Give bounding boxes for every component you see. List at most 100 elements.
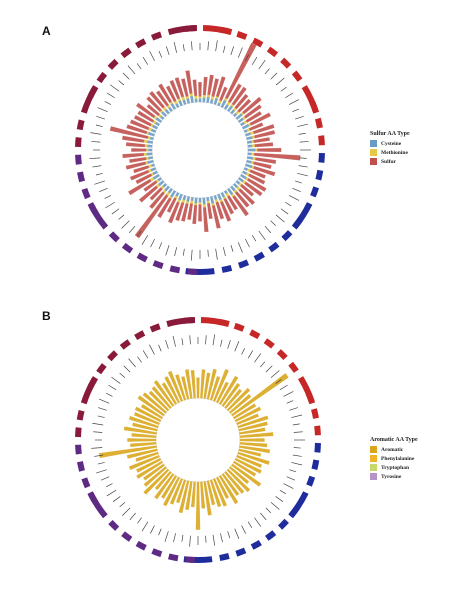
category-label-stub: [96, 115, 106, 120]
bar-sulfur: [129, 157, 147, 163]
bar-sulfur: [248, 122, 264, 131]
category-label-stub: [247, 521, 253, 529]
category-ring-segment: [87, 202, 109, 230]
bar-cysteine: [198, 197, 202, 203]
panel-b: B Aromatic AA Type Aromatic Phenylalanin…: [0, 297, 471, 594]
legend-b: Aromatic AA Type Aromatic Phenylalanine …: [370, 437, 418, 481]
category-ring-segment: [187, 268, 198, 275]
bar-cysteine: [246, 136, 253, 141]
legend-label: Cysteine: [381, 140, 402, 147]
category-ring-segment: [291, 70, 303, 82]
bar-aromatic: [229, 466, 250, 485]
bar-sulfur: [211, 78, 219, 97]
bar-aromatic: [234, 458, 262, 474]
category-label-stub: [165, 340, 169, 349]
category-label-stub: [293, 431, 303, 433]
category-ring-segment: [276, 349, 288, 360]
category-label-stub: [118, 80, 125, 86]
category-label-stub: [299, 141, 309, 143]
category-label-stub: [298, 132, 306, 135]
inner-guide-circle: [151, 101, 249, 199]
category-label-stub: [264, 68, 270, 75]
bar-aromatic: [185, 369, 193, 399]
category-label-stub: [105, 201, 115, 209]
category-label-stub: [142, 350, 149, 359]
bar-sulfur: [244, 104, 262, 119]
category-label-stub: [90, 132, 102, 135]
bar-sulfur: [234, 191, 250, 208]
category-label-stub: [275, 379, 282, 384]
bar-sulfur: [223, 197, 234, 215]
bar-sulfur: [109, 126, 149, 139]
bar-sulfur: [227, 195, 238, 211]
bar-sulfur: [232, 195, 249, 217]
bar-methionine: [255, 148, 258, 152]
legend-item-methionine: Methionine: [370, 148, 410, 157]
bar-cysteine: [190, 197, 194, 201]
category-label-stub: [260, 361, 266, 368]
bar-aromatic: [216, 381, 229, 404]
bar-sulfur: [245, 111, 262, 123]
bar-aromatic: [128, 416, 159, 429]
category-ring-segment: [121, 531, 133, 542]
bar-sulfur: [249, 112, 271, 126]
category-label-stub: [165, 46, 170, 56]
category-label-stub: [92, 422, 104, 426]
category-label-stub: [189, 335, 191, 345]
category-ring-segment: [250, 539, 262, 550]
bar-sulfur: [149, 91, 165, 109]
category-ring-segment: [311, 459, 320, 470]
legend-swatch: [370, 455, 377, 462]
bar-cysteine: [247, 152, 252, 156]
category-label-stub: [106, 92, 115, 99]
legend-label: Phenylalanine: [381, 455, 415, 462]
bar-methionine: [202, 204, 206, 208]
category-ring-segment: [314, 117, 323, 129]
category-label-stub: [137, 517, 142, 524]
category-label-stub: [173, 41, 177, 53]
legend-item-cysteine: Cysteine: [370, 139, 410, 148]
bar-aromatic: [98, 445, 157, 459]
bar-cysteine: [209, 98, 214, 104]
bar-aromatic: [231, 373, 289, 417]
category-ring-segment: [76, 410, 85, 421]
category-label-stub: [285, 201, 292, 207]
bar-methionine: [194, 203, 198, 206]
category-ring-segment: [87, 377, 98, 389]
legend-swatch: [370, 140, 377, 147]
bar-sulfur: [228, 83, 242, 103]
bar-aromatic: [238, 421, 268, 432]
bar-sulfur: [224, 42, 257, 100]
category-ring-segment: [305, 391, 315, 403]
bar-sulfur: [126, 142, 145, 148]
bar-sulfur: [242, 96, 262, 115]
category-label-stub: [288, 195, 300, 201]
category-label-stub: [191, 41, 193, 51]
bar-aromatic: [238, 448, 262, 457]
category-ring-segment: [185, 25, 196, 32]
category-ring-segment: [233, 322, 245, 332]
bar-methionine: [194, 95, 198, 100]
bar-aromatic: [131, 433, 157, 438]
category-label-stub: [119, 372, 126, 378]
category-label-stub: [270, 220, 276, 226]
bar-sulfur: [207, 203, 213, 220]
category-label-stub: [109, 84, 120, 92]
category-label-stub: [270, 502, 280, 510]
category-label-stub: [122, 507, 131, 516]
legend-label: Methionine: [381, 149, 408, 156]
category-ring-segment: [249, 329, 261, 340]
bar-cysteine: [246, 159, 252, 164]
bar-methionine: [251, 144, 256, 148]
category-label-stub: [234, 528, 240, 539]
category-ring-segment: [309, 100, 319, 113]
category-label-stub: [173, 533, 176, 543]
bar-aromatic: [221, 382, 241, 407]
category-label-stub: [119, 502, 126, 508]
bar-sulfur: [257, 147, 282, 153]
bar-sulfur: [237, 98, 252, 113]
category-ring-segment: [268, 241, 280, 253]
category-ring-segment: [107, 350, 118, 362]
bar-sulfur: [247, 178, 267, 192]
category-label-stub: [121, 220, 130, 229]
